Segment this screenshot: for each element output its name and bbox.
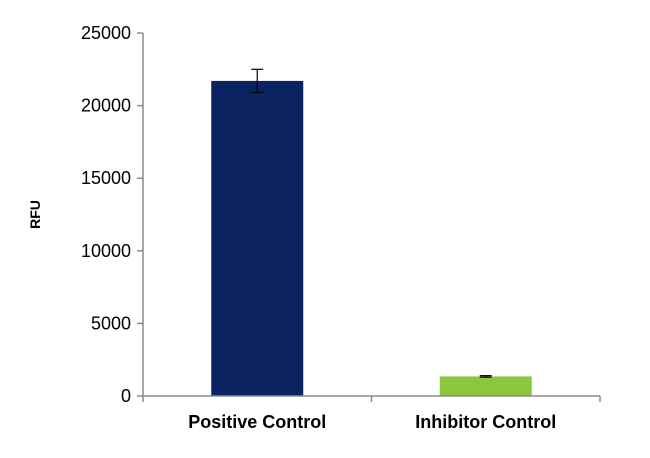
y-tick-label: 25000 xyxy=(81,23,131,43)
error-bar-positive-control xyxy=(251,68,264,94)
bar-positive-control xyxy=(211,80,304,396)
y-tick-label: 15000 xyxy=(81,168,131,188)
bars xyxy=(211,80,532,396)
y-tick-label: 20000 xyxy=(81,96,131,116)
category-labels: Positive Control Inhibitor Control xyxy=(188,412,556,432)
y-tick-label: 10000 xyxy=(81,241,131,261)
y-tick-label: 0 xyxy=(121,386,131,406)
y-tick-label: 5000 xyxy=(91,313,131,333)
x-axis-ticks xyxy=(142,396,601,402)
y-axis-title: RFU xyxy=(27,200,43,229)
error-bars xyxy=(251,68,492,378)
error-bar-inhibitor-control xyxy=(479,375,492,378)
y-axis-ticks: 0 5000 10000 15000 20000 25000 xyxy=(81,23,143,406)
category-label: Positive Control xyxy=(188,412,326,432)
bar-inhibitor-control xyxy=(439,376,532,396)
category-label: Inhibitor Control xyxy=(415,412,556,432)
